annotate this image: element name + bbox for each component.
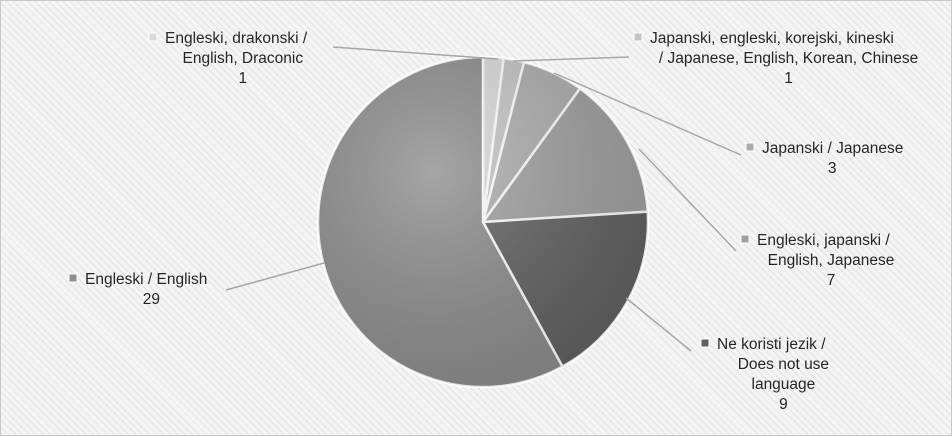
data-label-text: Engleski, japanski / <box>757 232 890 249</box>
data-label-text: Japanski, engleski, korejski, kineski <box>650 30 894 47</box>
data-label-value: 7 <box>827 272 836 289</box>
data-label-text: Engleski / English <box>85 271 207 288</box>
data-label-value: 9 <box>779 396 788 413</box>
data-label: Japanski, engleski, korejski, kineski / J… <box>633 30 918 87</box>
legend-key-square <box>745 142 755 152</box>
data-label-text: language <box>752 376 816 393</box>
data-label-text: English, Japanese <box>768 252 895 269</box>
data-label-text: / Japanese, English, Korean, Chinese <box>659 50 918 67</box>
data-label-text: Does not use <box>738 356 829 373</box>
leader-line <box>225 262 325 291</box>
legend-key-square <box>68 273 78 283</box>
legend-key-square <box>633 32 643 42</box>
leader-line <box>638 148 737 252</box>
leader-line <box>512 56 630 62</box>
leader-line <box>625 297 692 352</box>
leader-line <box>553 72 742 156</box>
data-label-text: English, Draconic <box>182 50 303 67</box>
legend-key-square <box>740 234 750 244</box>
leader-line <box>332 46 499 60</box>
legend-key-square <box>700 338 710 348</box>
data-label: Japanski / Japanese 3 <box>745 140 903 177</box>
data-label: Engleski, japanski / English, Japanese 7 <box>740 232 895 289</box>
data-label-text: Japanski / Japanese <box>762 140 903 157</box>
data-label: Engleski, drakonski / English, Draconic 1 <box>148 30 308 87</box>
data-label-text: Engleski, drakonski / <box>165 30 308 47</box>
data-label: Ne koristi jezik / Does not use language 9 <box>700 336 829 413</box>
legend-key-square <box>148 32 158 42</box>
data-label-value: 1 <box>238 70 247 87</box>
data-label: Engleski / English 29 <box>68 271 207 308</box>
data-label-value: 3 <box>828 160 837 177</box>
data-label-value: 1 <box>784 70 793 87</box>
data-label-text: Ne koristi jezik / <box>717 336 826 353</box>
data-label-value: 29 <box>143 291 160 308</box>
